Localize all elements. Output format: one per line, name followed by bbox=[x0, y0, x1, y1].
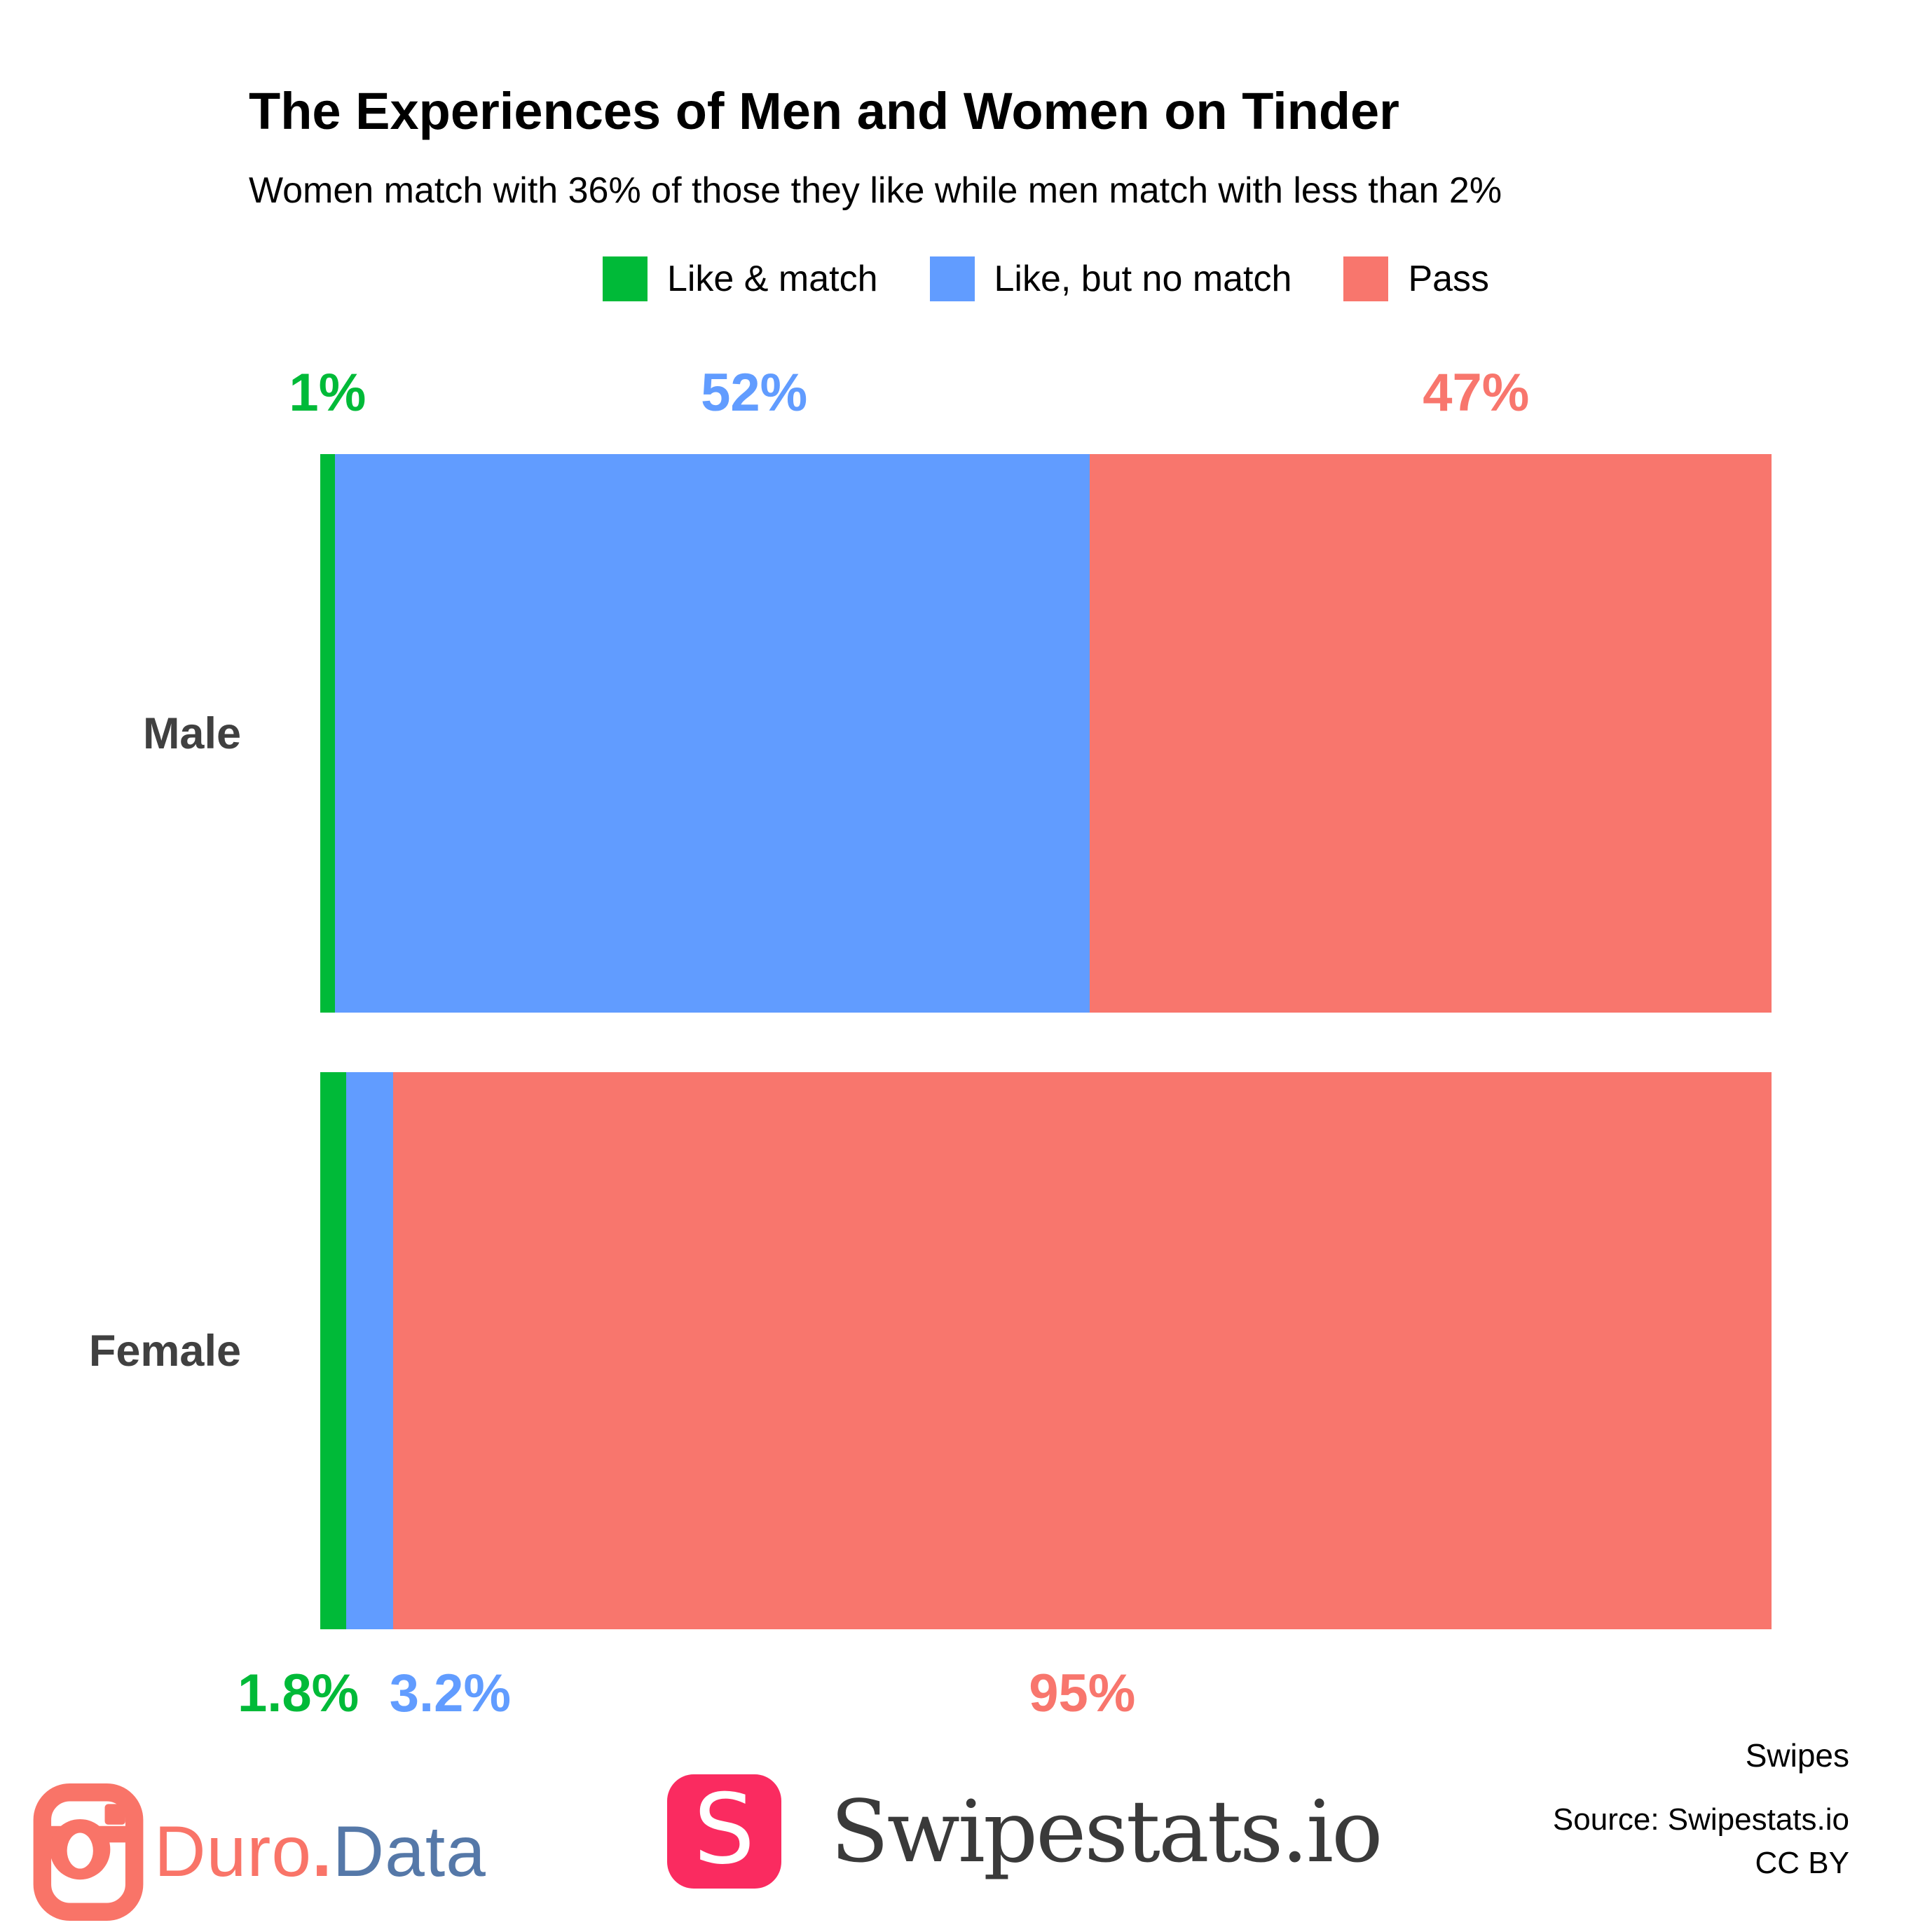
segment-value-label: 1.8% bbox=[238, 1664, 359, 1723]
legend: Like & match Like, but no match Pass bbox=[320, 256, 1772, 301]
legend-label: Like, but no match bbox=[994, 259, 1292, 299]
legend-label: Pass bbox=[1408, 259, 1490, 299]
bar-segment bbox=[334, 454, 1090, 1013]
segment-value-label: 95% bbox=[1029, 1664, 1136, 1723]
data-word: Data bbox=[332, 1811, 486, 1891]
legend-swatch-blue bbox=[929, 256, 975, 301]
legend-item-like-no-match: Like, but no match bbox=[929, 256, 1292, 301]
bar-segment bbox=[320, 454, 335, 1013]
legend-item-like-match: Like & match bbox=[602, 256, 878, 301]
source-line: Source: Swipestats.io bbox=[1552, 1802, 1849, 1837]
value-label-row: 1.8% 3.2% 95% bbox=[238, 1664, 1772, 1730]
chart-title: The Experiences of Men and Women on Tind… bbox=[249, 82, 1399, 140]
duro-data-wordmark: Duro.Data bbox=[154, 1811, 486, 1893]
duro-data-logo: Duro.Data bbox=[32, 1780, 486, 1924]
swipestats-logo: S Swipestats.io bbox=[667, 1774, 1383, 1889]
x-axis-title: Swipes bbox=[1745, 1737, 1849, 1774]
category-label-male: Male bbox=[142, 708, 241, 758]
plot-area: 1% 52% 47% 1.8% 3.2% 95% bbox=[238, 0, 1772, 1932]
category-label-female: Female bbox=[88, 1326, 241, 1376]
camera-icon bbox=[33, 1783, 144, 1921]
bar-segment bbox=[320, 1072, 347, 1629]
bar-segment bbox=[346, 1072, 393, 1629]
swipestats-letter: S bbox=[693, 1772, 755, 1886]
bar-male bbox=[320, 454, 1772, 1013]
source-attribution: Source: Swipestats.io CC BY bbox=[1553, 1798, 1849, 1884]
legend-swatch-green bbox=[602, 256, 648, 301]
value-label-row: 1% 52% 47% bbox=[289, 363, 1772, 430]
bar-female bbox=[320, 1072, 1772, 1629]
swipestats-wordmark: Swipestats.io bbox=[830, 1781, 1383, 1882]
bar-segment bbox=[1089, 454, 1772, 1013]
legend-swatch-red bbox=[1343, 256, 1389, 301]
legend-item-pass: Pass bbox=[1343, 256, 1489, 301]
swipestats-badge-icon: S bbox=[667, 1774, 781, 1889]
legend-label: Like & match bbox=[666, 259, 878, 299]
duro-dot: . bbox=[312, 1811, 333, 1891]
segment-value-label: 3.2% bbox=[389, 1664, 512, 1723]
duro-word: Duro bbox=[154, 1811, 313, 1891]
bar-segment bbox=[392, 1072, 1772, 1629]
license-line: CC BY bbox=[1755, 1845, 1849, 1880]
segment-value-label: 1% bbox=[289, 363, 366, 423]
chart-subtitle: Women match with 36% of those they like … bbox=[249, 170, 1502, 211]
segment-value-label: 47% bbox=[1423, 363, 1530, 423]
segment-value-label: 52% bbox=[701, 363, 808, 423]
